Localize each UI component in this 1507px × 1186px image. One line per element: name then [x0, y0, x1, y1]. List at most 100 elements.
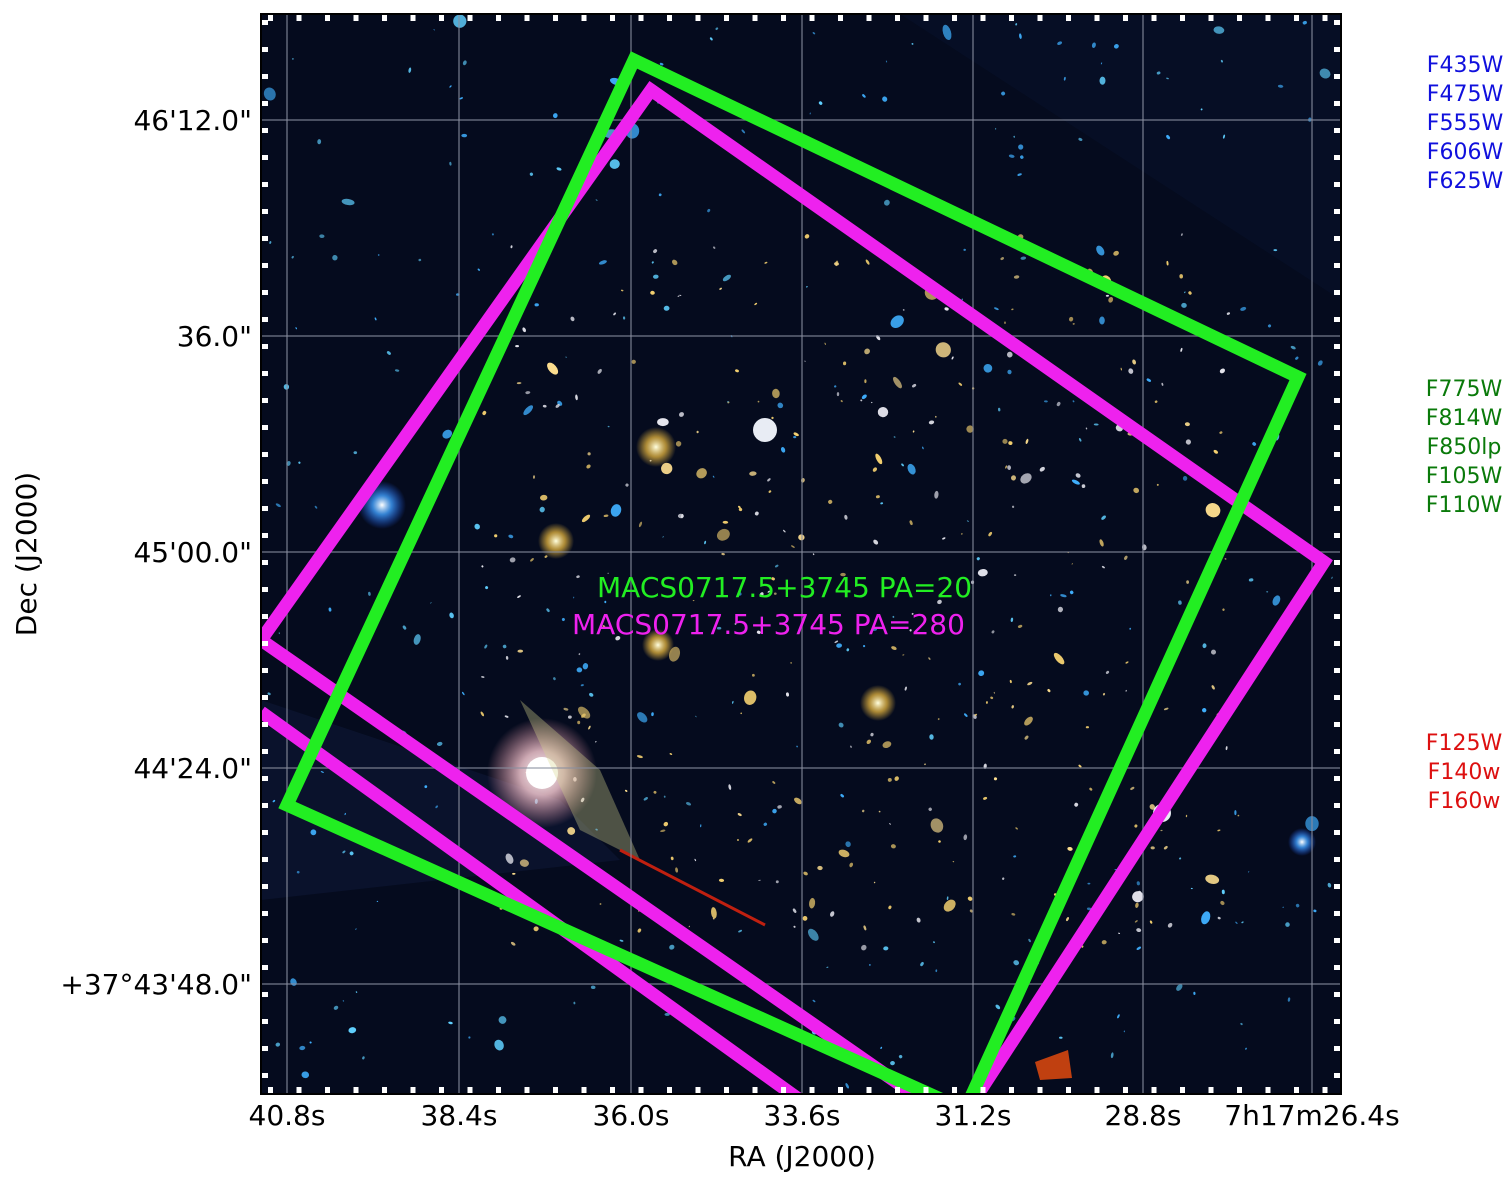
galaxy — [1008, 441, 1013, 446]
galaxy — [1017, 624, 1023, 628]
galaxy — [1132, 359, 1136, 365]
galaxy — [1193, 991, 1196, 995]
galaxy — [485, 586, 489, 590]
galaxy — [1059, 1036, 1063, 1039]
galaxy — [594, 740, 597, 743]
galaxy — [498, 1016, 507, 1024]
galaxy — [937, 599, 942, 605]
minor-tick — [1334, 425, 1340, 430]
minor-tick — [781, 15, 786, 21]
galaxy — [1105, 670, 1110, 674]
galaxy — [1319, 68, 1331, 79]
galaxy — [995, 127, 997, 130]
galaxy — [1184, 422, 1190, 427]
galaxy — [1211, 685, 1215, 690]
galaxy — [1001, 91, 1006, 96]
galaxy — [722, 274, 732, 282]
galaxy — [1150, 846, 1155, 850]
galaxy — [775, 880, 779, 884]
galaxy — [1013, 960, 1020, 966]
minor-tick — [262, 290, 268, 295]
galaxy — [653, 790, 657, 794]
filter-label: F110W — [1426, 493, 1503, 518]
galaxy — [749, 471, 757, 476]
galaxy — [320, 771, 324, 773]
galaxy — [344, 812, 346, 816]
minor-tick — [1334, 749, 1340, 754]
minor-tick — [1094, 1087, 1100, 1093]
image-panel: MACS0717.5+3745 PA=20 MACS0717.5+3745 PA… — [261, 14, 1341, 1094]
galaxy — [1013, 275, 1020, 279]
galaxy — [758, 879, 761, 881]
minor-tick — [1334, 911, 1340, 916]
galaxy — [861, 394, 867, 400]
galaxy — [1068, 316, 1074, 322]
galaxy — [1248, 578, 1254, 582]
galaxy — [1087, 882, 1091, 885]
galaxy — [1221, 889, 1225, 895]
minor-tick — [1334, 587, 1340, 592]
galaxy — [1180, 233, 1183, 236]
galaxy — [595, 199, 598, 201]
minor-tick — [1334, 398, 1340, 403]
galaxy — [812, 32, 816, 35]
galaxy — [990, 696, 994, 700]
galaxy — [394, 369, 400, 372]
galaxy — [966, 520, 969, 522]
minor-tick — [1237, 1087, 1242, 1093]
galaxy — [711, 907, 717, 919]
minor-tick — [262, 614, 268, 619]
galaxy — [1240, 306, 1247, 311]
galaxy — [1129, 627, 1132, 630]
x-tick-label: 28.8s — [1105, 1099, 1182, 1132]
galaxy — [893, 436, 896, 438]
galaxy — [589, 692, 594, 697]
galaxy — [1213, 26, 1225, 34]
minor-tick — [1334, 884, 1340, 889]
galaxy — [875, 453, 883, 465]
minor-tick — [262, 452, 268, 457]
galaxy — [1180, 347, 1183, 352]
minor-tick — [262, 47, 268, 52]
galaxy — [1011, 705, 1014, 709]
galaxy — [904, 686, 907, 691]
galaxy — [522, 327, 526, 333]
minor-tick — [1334, 992, 1340, 997]
galaxy — [657, 418, 669, 427]
galaxy — [1110, 1052, 1114, 1059]
minor-tick — [1265, 1087, 1271, 1093]
galaxy — [637, 712, 648, 723]
galaxy — [1057, 606, 1064, 613]
galaxy — [747, 838, 753, 843]
galaxy — [718, 878, 725, 883]
galaxy — [1006, 351, 1013, 358]
galaxy — [519, 859, 529, 867]
galaxy — [1060, 594, 1067, 598]
filter-list-blue: F435W F475W F555W F606W F625W — [1427, 53, 1504, 194]
galaxy — [553, 677, 556, 681]
galaxy — [586, 464, 591, 469]
minor-tick — [581, 15, 587, 21]
galaxy — [1240, 1022, 1243, 1026]
galaxy — [1317, 360, 1323, 366]
galaxy — [577, 706, 591, 719]
galaxy — [462, 691, 465, 696]
galaxy — [983, 796, 988, 800]
galaxy — [1015, 23, 1018, 26]
galaxy — [997, 407, 1001, 412]
minor-tick — [638, 1087, 644, 1093]
minor-tick — [1334, 209, 1340, 214]
galaxy — [1008, 154, 1015, 158]
minor-tick — [496, 15, 501, 21]
filter-list-green: F775W F814W F850lp F105W F110W — [1426, 377, 1503, 518]
galaxy — [658, 193, 662, 197]
galaxy — [1136, 946, 1142, 950]
minor-tick — [752, 15, 758, 21]
galaxy — [1202, 643, 1207, 649]
minor-tick — [262, 965, 268, 970]
galaxy — [1181, 302, 1187, 308]
minor-tick — [980, 1087, 986, 1093]
galaxy — [1176, 983, 1183, 991]
minor-tick — [296, 15, 302, 21]
